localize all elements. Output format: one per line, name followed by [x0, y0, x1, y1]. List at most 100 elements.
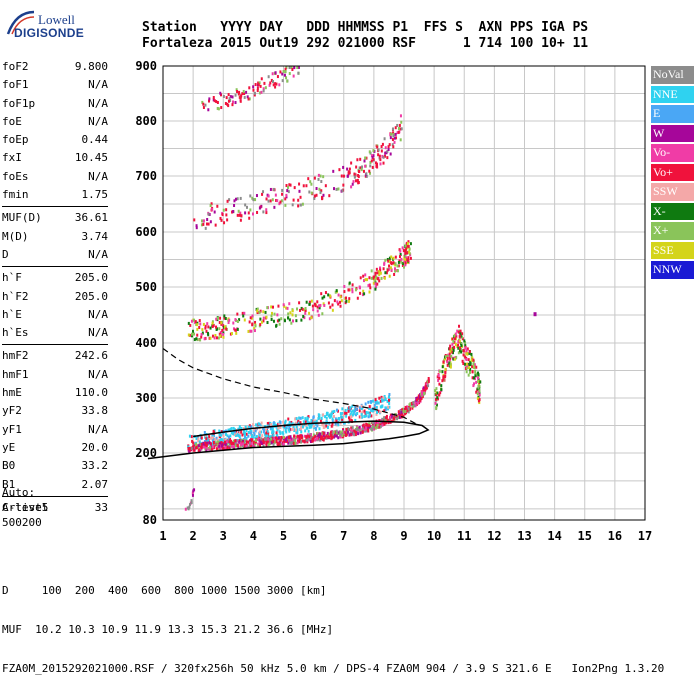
echo-point: [195, 224, 198, 228]
echo-point: [279, 438, 282, 442]
echo-point: [190, 499, 193, 503]
echo-point: [260, 421, 263, 425]
echo-point: [342, 413, 345, 417]
echo-point: [363, 409, 366, 413]
echo-point: [390, 261, 393, 265]
param-name: foEp: [2, 133, 29, 147]
echo-point: [300, 318, 303, 322]
echo-point: [362, 169, 365, 173]
echo-point: [266, 306, 269, 310]
echo-point: [342, 174, 345, 178]
autoscale-line-2: Artist5: [2, 501, 49, 514]
param-value: 33: [94, 500, 108, 514]
echo-point: [394, 262, 397, 266]
echo-point: [477, 378, 480, 382]
echo-point: [399, 249, 402, 253]
echo-point: [384, 146, 387, 150]
echo-point: [379, 410, 382, 414]
echo-point: [341, 189, 344, 193]
echo-point: [288, 72, 291, 76]
param-name: B0: [2, 459, 16, 473]
echo-point: [284, 421, 287, 425]
echo-point: [305, 435, 308, 439]
echo-point: [441, 370, 444, 374]
echo-point: [450, 350, 453, 354]
echo-point: [372, 275, 375, 279]
echo-point: [281, 192, 284, 196]
echo-point: [290, 321, 293, 325]
echo-point: [422, 386, 425, 390]
echo-point: [366, 428, 369, 432]
echo-point: [398, 123, 401, 127]
echo-point: [333, 430, 336, 434]
echo-point: [351, 287, 354, 291]
echo-point: [331, 432, 334, 436]
echo-point: [207, 325, 210, 329]
echo-point: [307, 429, 310, 433]
echo-point: [217, 438, 220, 442]
echo-point: [452, 339, 455, 343]
echo-point: [376, 162, 379, 166]
echo-point: [328, 194, 331, 198]
echo-point: [334, 290, 337, 294]
echo-point: [343, 284, 346, 288]
echo-point: [397, 410, 400, 414]
echo-point: [225, 447, 228, 451]
echo-point: [466, 347, 469, 351]
echo-point: [338, 168, 341, 172]
echo-point: [319, 174, 322, 178]
echo-point: [371, 423, 374, 427]
echo-point: [387, 259, 390, 263]
echo-point: [381, 417, 384, 421]
echo-point: [218, 327, 221, 331]
echo-point: [393, 136, 396, 140]
echo-point: [383, 409, 386, 413]
echo-point: [205, 441, 208, 445]
echo-point: [392, 134, 395, 138]
echo-point: [368, 422, 371, 426]
echo-point: [275, 436, 278, 440]
echo-point: [211, 437, 214, 441]
echo-point: [299, 427, 302, 431]
x-tick-label: 10: [427, 529, 441, 543]
echo-point: [218, 442, 221, 446]
echo-point: [459, 329, 462, 333]
echo-point: [320, 416, 323, 420]
echo-point: [219, 331, 222, 335]
echo-point: [449, 349, 452, 353]
echo-point: [355, 428, 358, 432]
echo-point: [241, 442, 244, 446]
echo-point: [458, 334, 461, 338]
echo-point: [276, 423, 279, 427]
echo-point: [313, 419, 316, 423]
echo-point: [461, 332, 464, 336]
echo-point: [211, 334, 214, 338]
echo-point: [391, 143, 394, 147]
echo-point: [442, 360, 445, 364]
echo-point: [466, 362, 469, 366]
echo-point: [393, 267, 396, 271]
echo-point: [402, 414, 405, 418]
echo-point: [385, 419, 388, 423]
echo-point: [425, 386, 428, 390]
echo-point: [197, 439, 200, 443]
echo-point: [295, 417, 298, 421]
echo-point: [288, 66, 291, 69]
echo-point: [364, 164, 367, 168]
echo-point: [196, 338, 199, 342]
echo-point: [296, 441, 299, 445]
echo-point: [241, 311, 244, 315]
echo-point: [300, 440, 303, 444]
echo-point: [211, 324, 214, 328]
echo-point: [285, 184, 288, 188]
echo-point: [195, 437, 198, 441]
echo-point: [260, 77, 263, 81]
echo-point: [335, 187, 338, 191]
echo-point: [230, 441, 233, 445]
ionogram-chart: 1 2 3 4 5 6 7 8 9 10 11 12 13 14 15 16 17802003004005006…: [135, 59, 652, 543]
echo-point: [355, 165, 358, 169]
echo-point: [213, 99, 216, 103]
echo-point: [421, 392, 424, 396]
echo-point: [245, 440, 248, 444]
echo-point: [342, 165, 345, 169]
